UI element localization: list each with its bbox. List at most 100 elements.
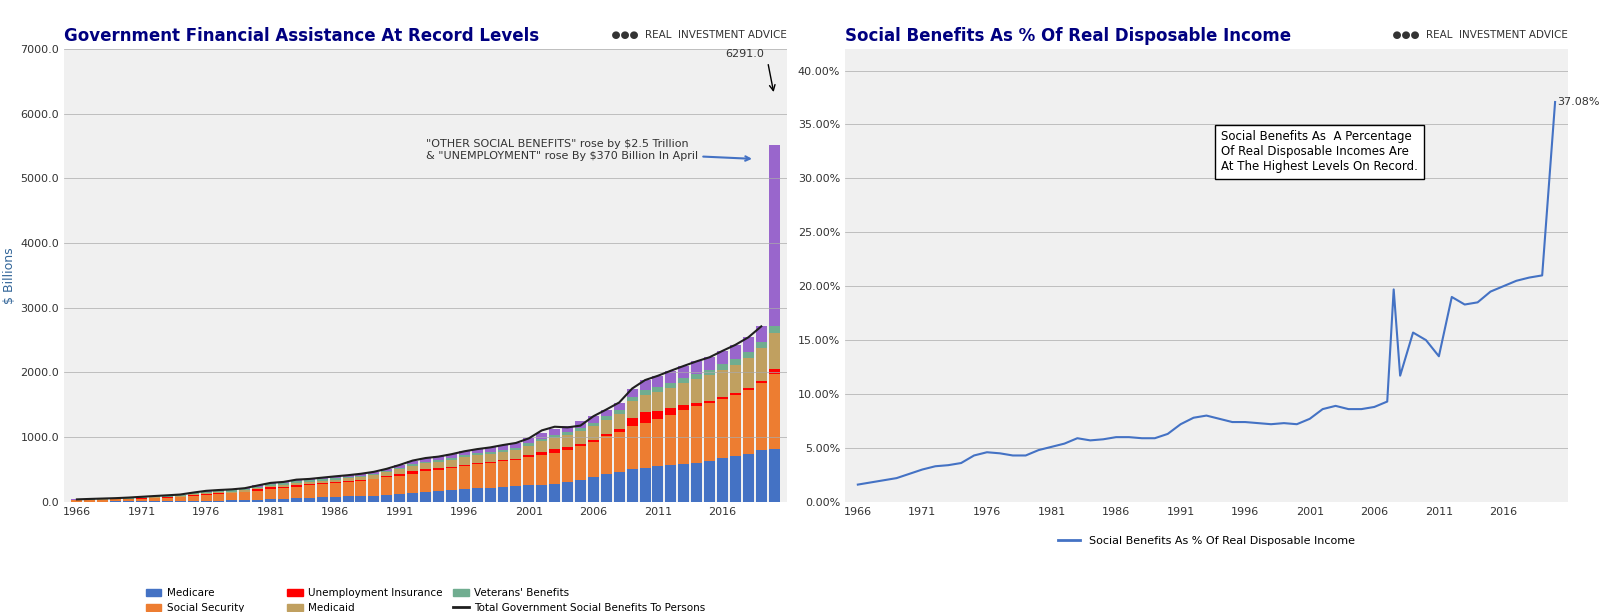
Bar [510, 447, 522, 450]
Bar [614, 429, 624, 432]
Bar [330, 476, 341, 478]
Bar [627, 469, 638, 502]
Bar [266, 489, 277, 499]
Bar [434, 457, 443, 460]
Bar [406, 461, 418, 464]
Bar [472, 463, 483, 465]
Bar [485, 488, 496, 502]
Bar [226, 501, 237, 502]
Bar [602, 474, 611, 502]
Bar [730, 395, 741, 457]
Bar [717, 397, 728, 398]
Bar [85, 500, 96, 502]
Bar [253, 491, 262, 499]
Bar [510, 443, 522, 447]
Bar [406, 464, 418, 466]
Bar [342, 479, 354, 481]
Bar [406, 471, 418, 474]
Bar [691, 403, 702, 406]
Bar [266, 499, 277, 502]
Bar [317, 479, 328, 480]
Bar [666, 383, 677, 387]
Bar [446, 458, 458, 460]
Bar [226, 493, 237, 501]
Bar [421, 492, 430, 502]
Bar [653, 387, 664, 392]
Bar [253, 499, 262, 502]
Bar [278, 483, 290, 485]
Bar [253, 490, 262, 491]
Total Government Social Benefits To Persons [442, 450, 461, 458]
Bar [587, 423, 598, 426]
Bar [755, 450, 766, 502]
Total Government Social Benefits To Persons [480, 444, 499, 451]
Bar [304, 479, 315, 480]
Bar [381, 472, 392, 476]
Bar [406, 493, 418, 502]
Bar [730, 457, 741, 502]
Bar [266, 484, 277, 485]
Bar [459, 489, 470, 502]
Bar [666, 371, 677, 383]
Bar [291, 481, 302, 483]
Bar [394, 468, 405, 469]
Bar [485, 462, 496, 463]
Bar [704, 375, 715, 401]
Bar [381, 469, 392, 471]
Bar [574, 444, 586, 446]
Bar [627, 425, 638, 469]
Bar [317, 480, 328, 483]
Bar [162, 498, 173, 501]
Text: Social Benefits As % Of Real Disposable Income: Social Benefits As % Of Real Disposable … [845, 27, 1291, 45]
Bar [355, 496, 366, 502]
Bar [549, 483, 560, 502]
Bar [330, 482, 341, 483]
Bar [717, 458, 728, 502]
Bar [342, 477, 354, 479]
Bar [342, 475, 354, 477]
Bar [691, 406, 702, 463]
Bar [421, 471, 430, 492]
Total Government Social Benefits To Persons [533, 427, 552, 434]
Bar [226, 491, 237, 493]
Bar [510, 458, 522, 460]
Bar [304, 480, 315, 482]
Bar [149, 496, 160, 497]
Bar [187, 494, 198, 495]
Bar [485, 463, 496, 488]
Bar [498, 460, 509, 461]
Bar [691, 361, 702, 373]
Bar [510, 450, 522, 458]
Bar [574, 431, 586, 444]
Text: ●●●  REAL  INVESTMENT ADVICE: ●●● REAL INVESTMENT ADVICE [1386, 30, 1568, 40]
Social Benefits As % Of Real Disposable Income [1107, 433, 1126, 441]
Bar [394, 476, 405, 494]
Total Government Social Benefits To Persons [67, 496, 86, 503]
Bar [472, 488, 483, 502]
Bar [406, 466, 418, 471]
Bar [562, 435, 573, 447]
Bar [446, 460, 458, 467]
Bar [200, 493, 211, 494]
Bar [549, 429, 560, 436]
Bar [174, 494, 186, 495]
Bar [472, 449, 483, 453]
Bar [640, 412, 651, 423]
Bar [717, 364, 728, 370]
Bar [523, 444, 534, 446]
Bar [406, 474, 418, 493]
Bar [240, 489, 250, 490]
Bar [510, 460, 522, 487]
Bar [536, 485, 547, 502]
Bar [717, 351, 728, 364]
Bar [755, 381, 766, 383]
Social Benefits As % Of Real Disposable Income [1546, 99, 1565, 106]
Bar [536, 452, 547, 455]
Bar [434, 462, 443, 468]
Social Benefits As % Of Real Disposable Income [1384, 286, 1403, 293]
Bar [678, 382, 690, 405]
Bar [666, 465, 677, 502]
Bar [523, 438, 534, 444]
Bar [200, 495, 211, 501]
Bar [653, 466, 664, 502]
